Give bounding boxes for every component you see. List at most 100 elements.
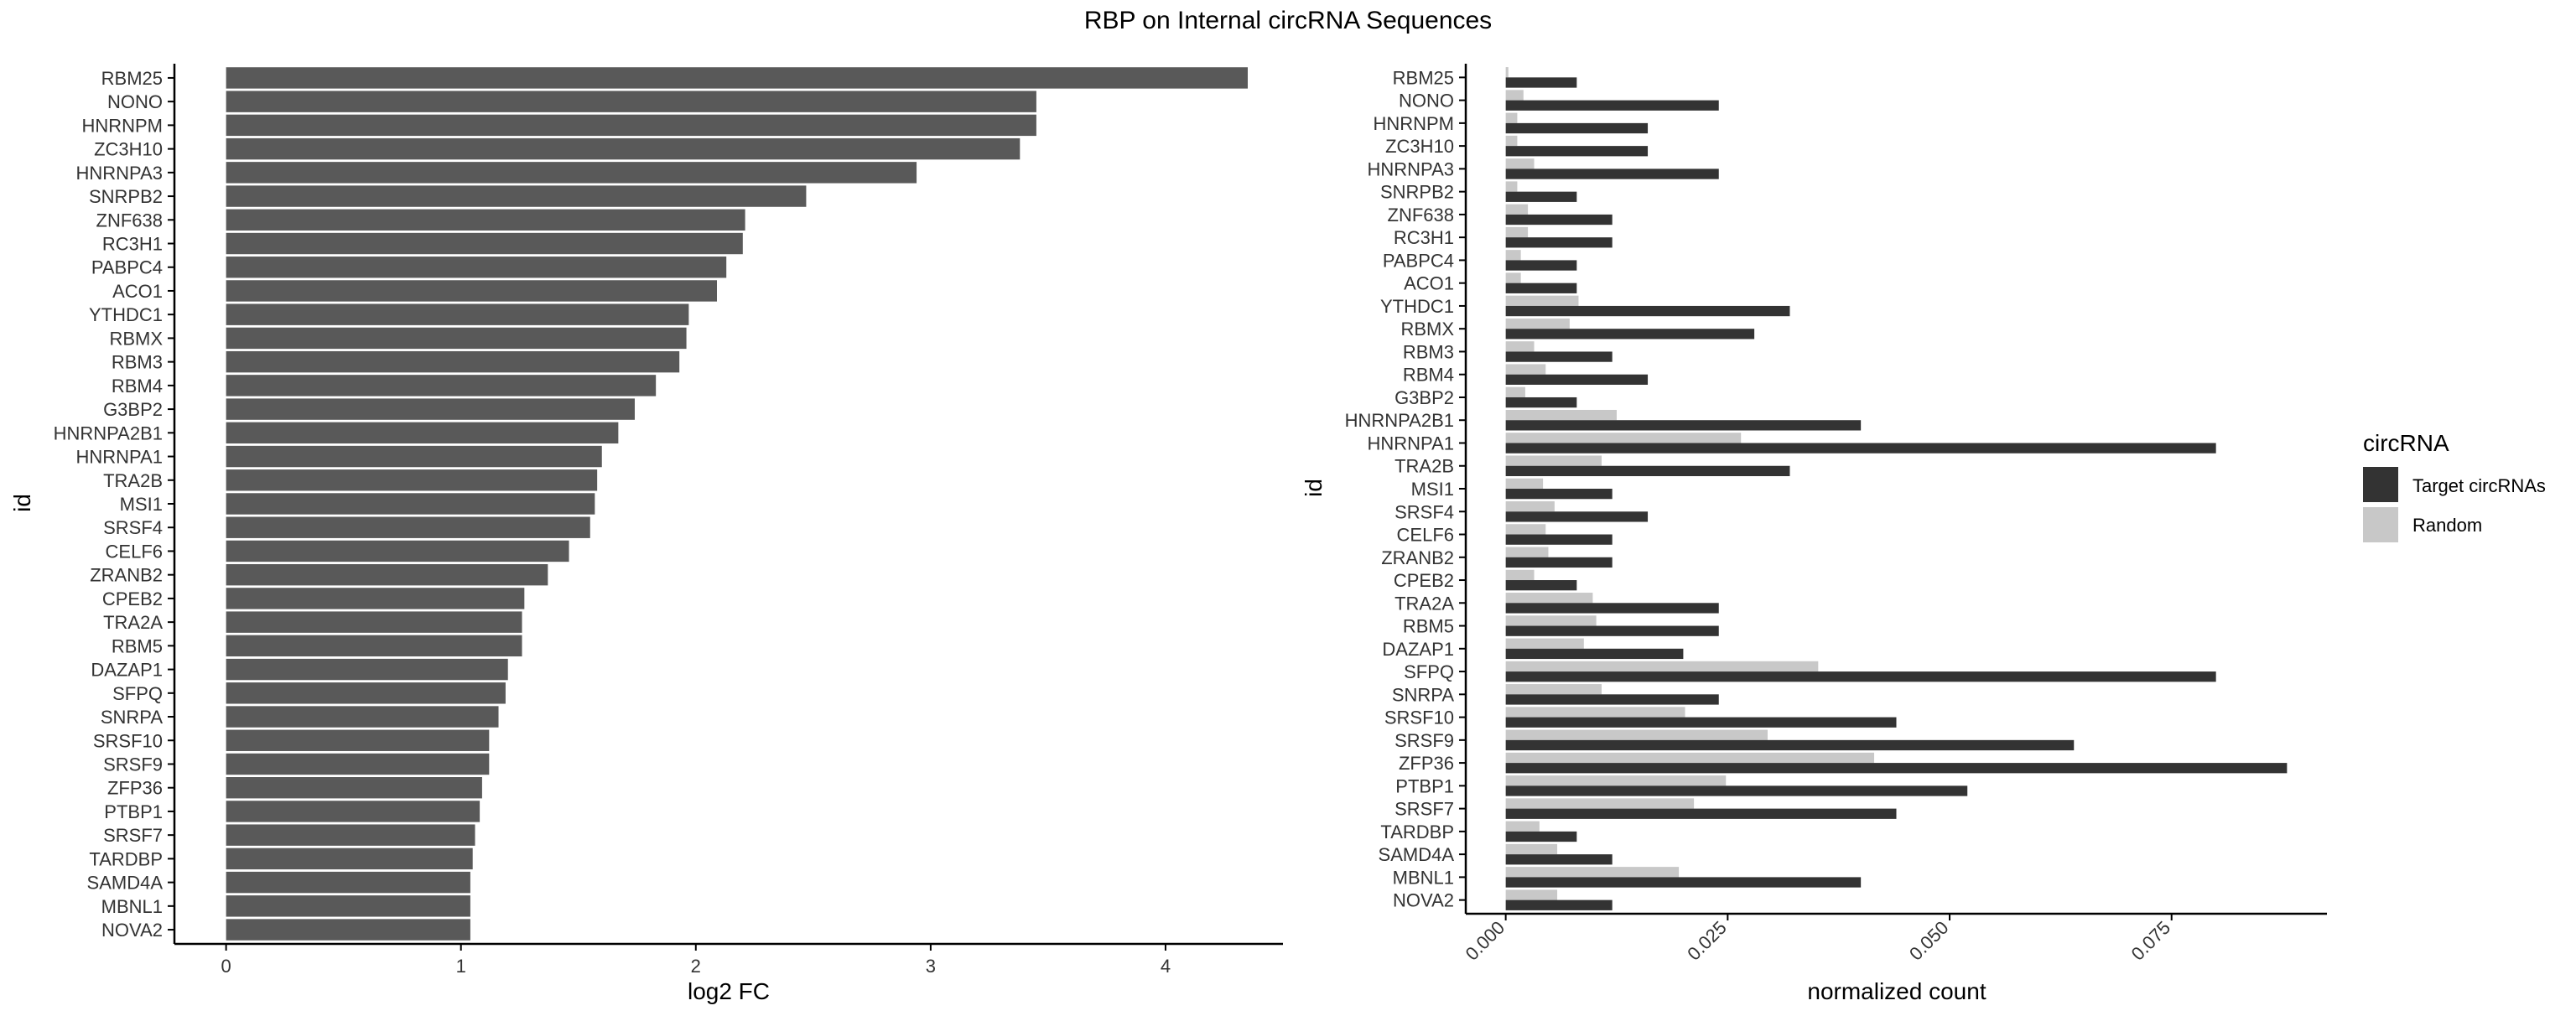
y-tick-label-srsf7: SRSF7 [103, 825, 163, 846]
bar-target-zc3h10 [1505, 146, 1649, 157]
bar-target-rbm4 [1505, 374, 1649, 385]
y-tick-label-g3bp2: G3BP2 [1394, 387, 1454, 408]
y-tick-label-rbm3: RBM3 [1403, 341, 1454, 362]
bar-msi1 [226, 493, 595, 515]
bar-nova2 [226, 919, 470, 941]
bar-random-rbmx [1505, 318, 1570, 329]
y-tick-label-znf638: ZNF638 [96, 210, 163, 231]
y-tick-label-pabpc4: PABPC4 [1383, 250, 1454, 271]
bar-random-pabpc4 [1505, 250, 1521, 261]
y-tick-label-srsf4: SRSF4 [103, 517, 163, 538]
bar-target-rbm25 [1505, 77, 1577, 88]
y-tick-label-hnrnpa3: HNRNPA3 [1367, 158, 1454, 179]
y-tick-label-aco1: ACO1 [112, 281, 163, 302]
bar-target-rbm3 [1505, 351, 1613, 362]
y-tick-label-srsf7: SRSF7 [1394, 799, 1454, 820]
y-tick-label-hnrnpa2b1: HNRNPA2B1 [54, 422, 163, 443]
left-y-axis-title: id [9, 494, 35, 512]
bar-random-nono [1505, 90, 1524, 101]
bar-random-tra2a [1505, 593, 1593, 604]
bar-target-samd4a [1505, 854, 1613, 865]
y-tick-label-srsf9: SRSF9 [1394, 730, 1454, 751]
bar-target-mbnl1 [1505, 877, 1862, 888]
y-tick-label-celf6: CELF6 [106, 541, 163, 562]
bar-rc3h1 [226, 232, 743, 255]
y-tick-label-rbm4: RBM4 [112, 376, 163, 397]
right-y-axis-title: id [1301, 479, 1327, 497]
bar-hnrnpa2b1 [226, 422, 619, 444]
bar-hnrnpa1 [226, 445, 602, 468]
bar-random-rbm25 [1505, 67, 1509, 78]
bar-random-hnrnpm [1505, 112, 1518, 123]
y-tick-label-hnrnpa3: HNRNPA3 [75, 163, 163, 184]
x-tick-label-3: 0.075 [2127, 917, 2175, 965]
bar-pabpc4 [226, 257, 727, 278]
bar-target-dazap1 [1505, 648, 1684, 660]
bar-srsf7 [226, 824, 475, 846]
bar-target-zranb2 [1505, 557, 1613, 568]
y-tick-label-ptbp1: PTBP1 [104, 801, 163, 822]
bar-target-znf638 [1505, 214, 1613, 225]
bar-random-sfpq [1505, 661, 1819, 672]
y-tick-label-hnrnpm: HNRNPM [81, 115, 163, 136]
bar-random-g3bp2 [1505, 386, 1525, 397]
bar-target-nova2 [1505, 899, 1613, 910]
y-tick-label-tra2a: TRA2A [103, 612, 163, 633]
bar-target-rbm5 [1505, 625, 1719, 636]
bar-random-zranb2 [1505, 547, 1549, 557]
y-tick-label-zfp36: ZFP36 [1399, 753, 1454, 774]
y-tick-label-aco1: ACO1 [1404, 273, 1454, 294]
bar-random-rbm4 [1505, 364, 1546, 375]
bar-target-hnrnpa1 [1505, 443, 2216, 454]
bar-target-srsf10 [1505, 717, 1897, 728]
legend-label-target: Target circRNAs [2412, 475, 2546, 496]
bar-random-tra2b [1505, 455, 1602, 466]
y-tick-label-zranb2: ZRANB2 [90, 565, 163, 586]
y-tick-label-tra2b: TRA2B [103, 470, 163, 491]
bar-random-srsf10 [1505, 707, 1685, 718]
bar-target-celf6 [1505, 534, 1613, 545]
bar-random-samd4a [1505, 843, 1558, 855]
bar-target-cpeb2 [1505, 580, 1577, 591]
x-tick-label-0: 0 [221, 956, 231, 977]
y-tick-label-dazap1: DAZAP1 [1382, 639, 1454, 660]
legend-swatch-target [2363, 467, 2398, 502]
y-tick-label-rbmx: RBMX [109, 328, 163, 349]
bar-zc3h10 [226, 137, 1021, 160]
y-tick-label-rbm4: RBM4 [1403, 365, 1454, 386]
bar-target-ythdc1 [1505, 305, 1790, 317]
bar-mbnl1 [226, 895, 470, 917]
bar-rbmx [226, 327, 687, 350]
y-tick-label-hnrnpa1: HNRNPA1 [1367, 433, 1454, 454]
bar-random-hnrnpa2b1 [1505, 409, 1617, 421]
y-tick-label-rbm25: RBM25 [101, 68, 163, 89]
y-tick-label-mbnl1: MBNL1 [101, 896, 163, 917]
bar-rbm4 [226, 375, 657, 397]
bar-ptbp1 [226, 801, 480, 822]
legend: circRNA Target circRNAs Random [2363, 430, 2546, 542]
y-tick-label-msi1: MSI1 [1411, 479, 1454, 500]
y-tick-label-snrpb2: SNRPB2 [1380, 182, 1454, 203]
bar-target-snrpa [1505, 694, 1719, 705]
y-tick-label-snrpb2: SNRPB2 [89, 186, 163, 207]
bar-target-snrpb2 [1505, 191, 1577, 202]
bar-random-dazap1 [1505, 638, 1584, 649]
left-x-axis-title: log2 FC [688, 978, 770, 1004]
bar-random-ptbp1 [1505, 775, 1727, 786]
bar-target-tra2b [1505, 465, 1790, 477]
y-tick-label-sfpq: SFPQ [112, 683, 163, 704]
y-tick-label-rc3h1: RC3H1 [1394, 227, 1454, 248]
bar-target-sfpq [1505, 671, 2216, 682]
bar-random-cpeb2 [1505, 569, 1535, 581]
y-tick-label-msi1: MSI1 [120, 494, 163, 515]
bar-random-ythdc1 [1505, 295, 1579, 306]
y-tick-label-zc3h10: ZC3H10 [94, 139, 163, 160]
legend-label-random: Random [2412, 515, 2482, 536]
y-tick-label-cpeb2: CPEB2 [102, 588, 163, 609]
bar-random-zfp36 [1505, 752, 1875, 764]
bar-cpeb2 [226, 588, 525, 609]
x-tick-label-0: 0.000 [1462, 917, 1509, 965]
bar-target-msi1 [1505, 489, 1613, 500]
